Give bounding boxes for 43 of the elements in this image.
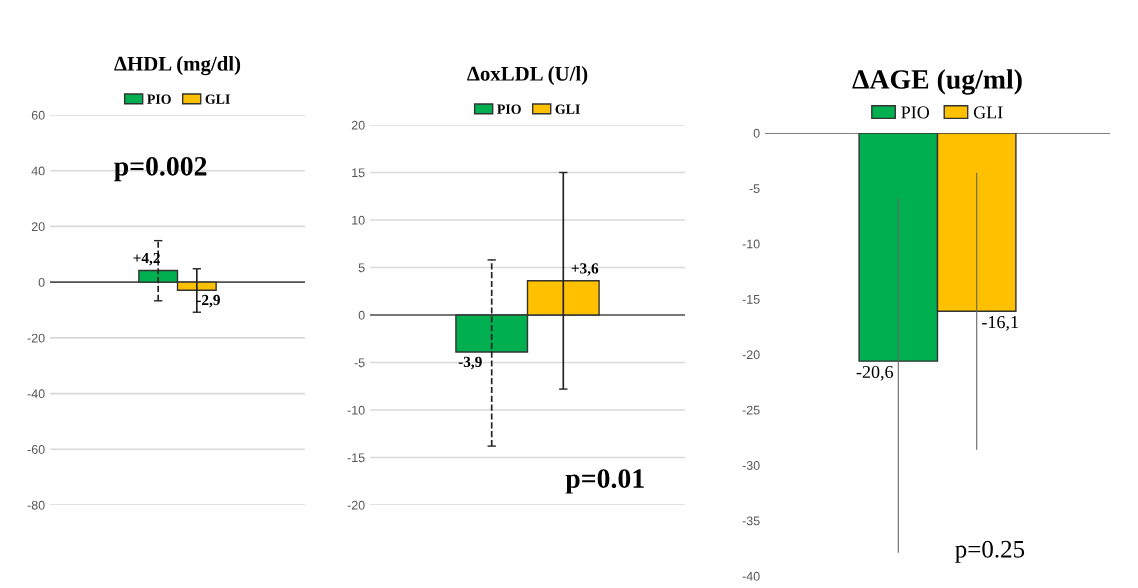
y-tick-label: 15 — [352, 168, 365, 178]
data-label: -3,9 — [458, 356, 482, 370]
y-tick-label: -10 — [347, 405, 365, 415]
y-tick-label: 10 — [352, 215, 365, 225]
chart-title: ΔHDL (mg/dl) — [114, 56, 241, 76]
legend-label: GLI — [973, 106, 1003, 119]
legend-label: GLI — [205, 94, 230, 104]
legend-label: PIO — [497, 104, 521, 114]
y-tick-label: -40 — [27, 389, 45, 399]
y-tick-label: -5 — [354, 358, 365, 368]
annotation: p=0.01 — [565, 469, 644, 494]
y-tick-label: -20 — [27, 333, 45, 343]
annotation: p=0.25 — [955, 540, 1025, 563]
y-tick-label: -80 — [27, 500, 45, 510]
y-tick-label: -20 — [742, 350, 760, 360]
legend-label: GLI — [555, 104, 580, 114]
data-label: -20,6 — [856, 365, 894, 381]
y-tick-label: 60 — [31, 110, 45, 120]
y-tick-label: -15 — [347, 453, 365, 463]
chart-title: ΔAGE (ug/ml) — [852, 69, 1022, 95]
y-tick-label: -5 — [749, 184, 760, 194]
chart-title: ΔoxLDL (U/l) — [467, 66, 588, 85]
y-tick-label: 20 — [31, 222, 45, 232]
data-label: +4,2 — [133, 252, 160, 266]
y-tick-label: 20 — [351, 120, 365, 130]
y-tick-label: -10 — [742, 239, 760, 249]
y-tick-label: -15 — [742, 295, 760, 304]
y-tick-label: -60 — [27, 445, 45, 454]
y-tick-label: 5 — [358, 263, 365, 273]
y-tick-label: 0 — [753, 128, 760, 138]
y-tick-label: -35 — [742, 516, 760, 526]
y-tick-label: -25 — [742, 405, 760, 415]
y-tick-label: -30 — [742, 461, 760, 470]
legend-label: PIO — [147, 94, 171, 104]
annotation: p=0.002 — [114, 156, 207, 182]
y-tick-label: 0 — [358, 310, 365, 320]
y-tick-label: -40 — [742, 571, 760, 581]
y-tick-label: 40 — [31, 166, 45, 176]
y-tick-label: 0 — [38, 277, 45, 287]
legend-label: PIO — [901, 106, 930, 119]
data-label: -16,1 — [982, 316, 1018, 331]
y-tick-label: -20 — [347, 500, 365, 510]
data-label: +3,6 — [571, 263, 599, 276]
